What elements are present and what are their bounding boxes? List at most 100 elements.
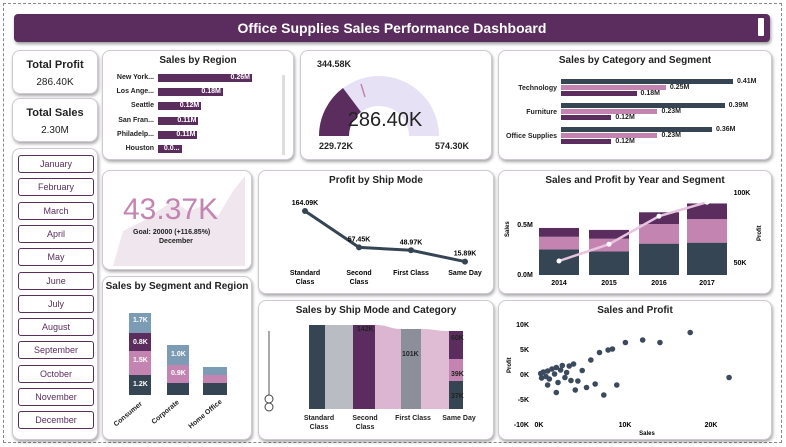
category-label: Furniture: [526, 109, 557, 116]
year-segment-bar[interactable]: [589, 229, 629, 239]
scatter-point[interactable]: [622, 339, 629, 346]
scatter-point[interactable]: [563, 369, 570, 376]
region-label: San Fran...: [118, 116, 154, 124]
year-segment-bar[interactable]: [589, 251, 629, 275]
scatter-point[interactable]: [546, 376, 553, 382]
shipmode-point[interactable]: [302, 208, 308, 215]
total-sales-value: 2.30M: [41, 125, 69, 136]
scatter-ylabel: Profit: [507, 357, 513, 373]
scatter-point[interactable]: [549, 366, 555, 372]
scatter-point[interactable]: [570, 361, 577, 367]
month-september[interactable]: September: [18, 341, 94, 360]
region-bar[interactable]: 0.11M: [158, 130, 198, 139]
year-segment-bar[interactable]: [639, 243, 679, 275]
scatter-point[interactable]: [687, 329, 693, 336]
year-segment-bar[interactable]: [539, 236, 579, 250]
scatter-point[interactable]: [588, 357, 594, 363]
scatter-point[interactable]: [559, 362, 566, 369]
month-april[interactable]: April: [18, 224, 94, 243]
category-bar-value: 0.25M: [669, 84, 690, 91]
scatter-point[interactable]: [657, 339, 663, 346]
year-segment-bar[interactable]: [539, 227, 579, 237]
scatter-point[interactable]: [551, 371, 558, 377]
month-november[interactable]: November: [18, 388, 94, 406]
category-bar[interactable]: [561, 85, 666, 90]
scatter-point[interactable]: [613, 382, 620, 388]
scatter-point[interactable]: [605, 347, 611, 353]
region-bar[interactable]: 0.26M: [158, 74, 252, 82]
ribbon-cat: Standard: [303, 415, 335, 422]
scatter-point[interactable]: [566, 363, 573, 369]
scatter-point[interactable]: [579, 367, 585, 374]
region-label: Houston: [125, 145, 154, 152]
profit-point[interactable]: [704, 199, 710, 205]
region-bar[interactable]: 0.0...: [158, 145, 182, 153]
scatter-point[interactable]: [575, 378, 581, 384]
region-scrollbar[interactable]: [282, 75, 285, 155]
profit-point[interactable]: [556, 258, 562, 264]
month-may[interactable]: May: [18, 248, 94, 267]
scatter-point[interactable]: [544, 368, 551, 374]
category-bar[interactable]: [561, 133, 658, 138]
scatter-point[interactable]: [592, 381, 598, 387]
month-february[interactable]: February: [18, 178, 94, 197]
monthly-trend-area: [113, 176, 245, 266]
year-y2tick: 100K: [734, 190, 751, 197]
scatter-point[interactable]: [639, 337, 646, 343]
month-january[interactable]: January: [18, 155, 94, 173]
region-label: Los Ange...: [116, 88, 154, 96]
category-bar[interactable]: [561, 139, 612, 144]
month-march[interactable]: March: [18, 201, 94, 220]
scatter-point[interactable]: [726, 374, 732, 381]
year-ylabel: Sales: [505, 221, 511, 237]
profit-point[interactable]: [606, 241, 612, 247]
category-bar[interactable]: [561, 91, 637, 96]
scatter-point[interactable]: [553, 364, 560, 371]
month-july[interactable]: July: [18, 294, 94, 313]
month-october[interactable]: October: [18, 364, 94, 383]
scatter-point[interactable]: [583, 384, 590, 391]
ribbon-cat: First Class: [395, 415, 431, 422]
header-toggle-button[interactable]: [758, 18, 764, 36]
year-segment-bar[interactable]: [687, 219, 727, 243]
scatter-point[interactable]: [555, 379, 561, 386]
scatter-point[interactable]: [568, 377, 574, 384]
year-segment-bar[interactable]: [687, 242, 727, 275]
region-bar[interactable]: 0.18M: [158, 88, 223, 97]
gauge-target-label: 344.58K: [317, 59, 352, 69]
month-december[interactable]: December: [18, 411, 94, 430]
year-segment-bar[interactable]: [687, 203, 727, 220]
scatter-point[interactable]: [553, 389, 560, 396]
profit-gauge-card: 344.58K 286.40K 229.72K 574.30K: [300, 50, 492, 160]
shipmode-point[interactable]: [356, 244, 362, 251]
scatter-point[interactable]: [572, 387, 579, 393]
shipmode-cat-label: First Class: [393, 270, 429, 277]
scatter-point[interactable]: [596, 349, 603, 356]
shipmode-point[interactable]: [408, 247, 414, 254]
category-bar[interactable]: [561, 115, 612, 120]
region-bar-value: 0.11M: [176, 130, 196, 138]
category-bar[interactable]: [561, 127, 713, 132]
scatter-point[interactable]: [562, 374, 568, 381]
scatter-point[interactable]: [544, 382, 551, 388]
month-june[interactable]: June: [18, 271, 94, 290]
category-bar[interactable]: [561, 109, 658, 114]
gauge-fill: [319, 88, 361, 136]
region-bar[interactable]: 0.12M: [158, 102, 202, 111]
profit-point[interactable]: [656, 213, 662, 219]
scatter-point[interactable]: [538, 375, 545, 381]
shipmode-value-label: 57.45K: [348, 236, 371, 243]
category-bar-value: 0.18M: [640, 90, 660, 97]
year-label: 2016: [651, 280, 667, 287]
category-bar[interactable]: [561, 79, 733, 84]
scatter-point[interactable]: [557, 367, 564, 373]
scatter-point[interactable]: [540, 369, 547, 375]
shipmode-point[interactable]: [462, 258, 468, 265]
month-august[interactable]: August: [18, 318, 94, 337]
scatter-point[interactable]: [601, 392, 607, 398]
category-bar[interactable]: [561, 103, 725, 108]
region-bar[interactable]: 0.11M: [158, 116, 199, 125]
year-segment-bar[interactable]: [639, 224, 679, 244]
scatter-point[interactable]: [609, 346, 616, 352]
total-profit-card: Total Profit 286.40K: [12, 50, 98, 94]
